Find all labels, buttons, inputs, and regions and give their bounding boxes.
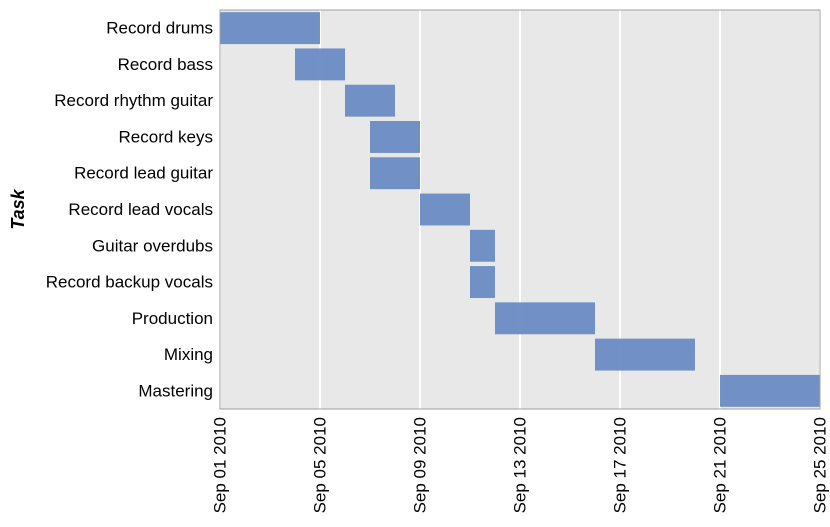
task-bar — [370, 120, 420, 153]
y-axis-title: Task — [8, 188, 28, 229]
x-tick-label: Sep 01 2010 — [211, 417, 230, 513]
plot-border — [219, 9, 821, 410]
task-bar — [345, 84, 395, 117]
y-tick-label: Record drums — [106, 19, 213, 38]
y-tick-label: Record lead guitar — [74, 164, 213, 183]
task-bar — [420, 193, 470, 226]
x-tick-label: Sep 13 2010 — [511, 417, 530, 513]
x-tick-labels: Sep 01 2010 Sep 05 2010 Sep 09 2010 Sep 13 … — [211, 417, 830, 513]
task-bar — [220, 12, 320, 45]
y-tick-label: Guitar overdubs — [92, 236, 213, 255]
x-tick-label: Sep 17 2010 — [611, 417, 630, 513]
bars — [220, 12, 820, 407]
y-tick-label: Mastering — [138, 381, 213, 400]
task-bar — [470, 229, 495, 262]
y-tick-label: Mixing — [164, 345, 213, 364]
y-tick-labels: Record drums Record bass Record rhythm gui… — [46, 19, 214, 401]
y-tick-label: Record lead vocals — [68, 200, 213, 219]
y-tick-label: Record backup vocals — [46, 273, 213, 292]
task-bar — [470, 266, 495, 299]
task-bar — [595, 338, 695, 371]
y-tick-label: Production — [132, 309, 213, 328]
x-tick-label: Sep 05 2010 — [311, 417, 330, 513]
task-bar — [495, 302, 595, 335]
task-bar — [720, 374, 820, 407]
task-bar — [295, 48, 345, 81]
x-tick-label: Sep 21 2010 — [711, 417, 730, 513]
x-tick-label: Sep 09 2010 — [411, 417, 430, 513]
y-tick-label: Record keys — [119, 127, 213, 146]
task-bar — [370, 157, 420, 190]
y-tick-label: Record rhythm guitar — [54, 91, 213, 110]
x-tick-label: Sep 25 2010 — [811, 417, 830, 513]
y-tick-label: Record bass — [118, 55, 213, 74]
